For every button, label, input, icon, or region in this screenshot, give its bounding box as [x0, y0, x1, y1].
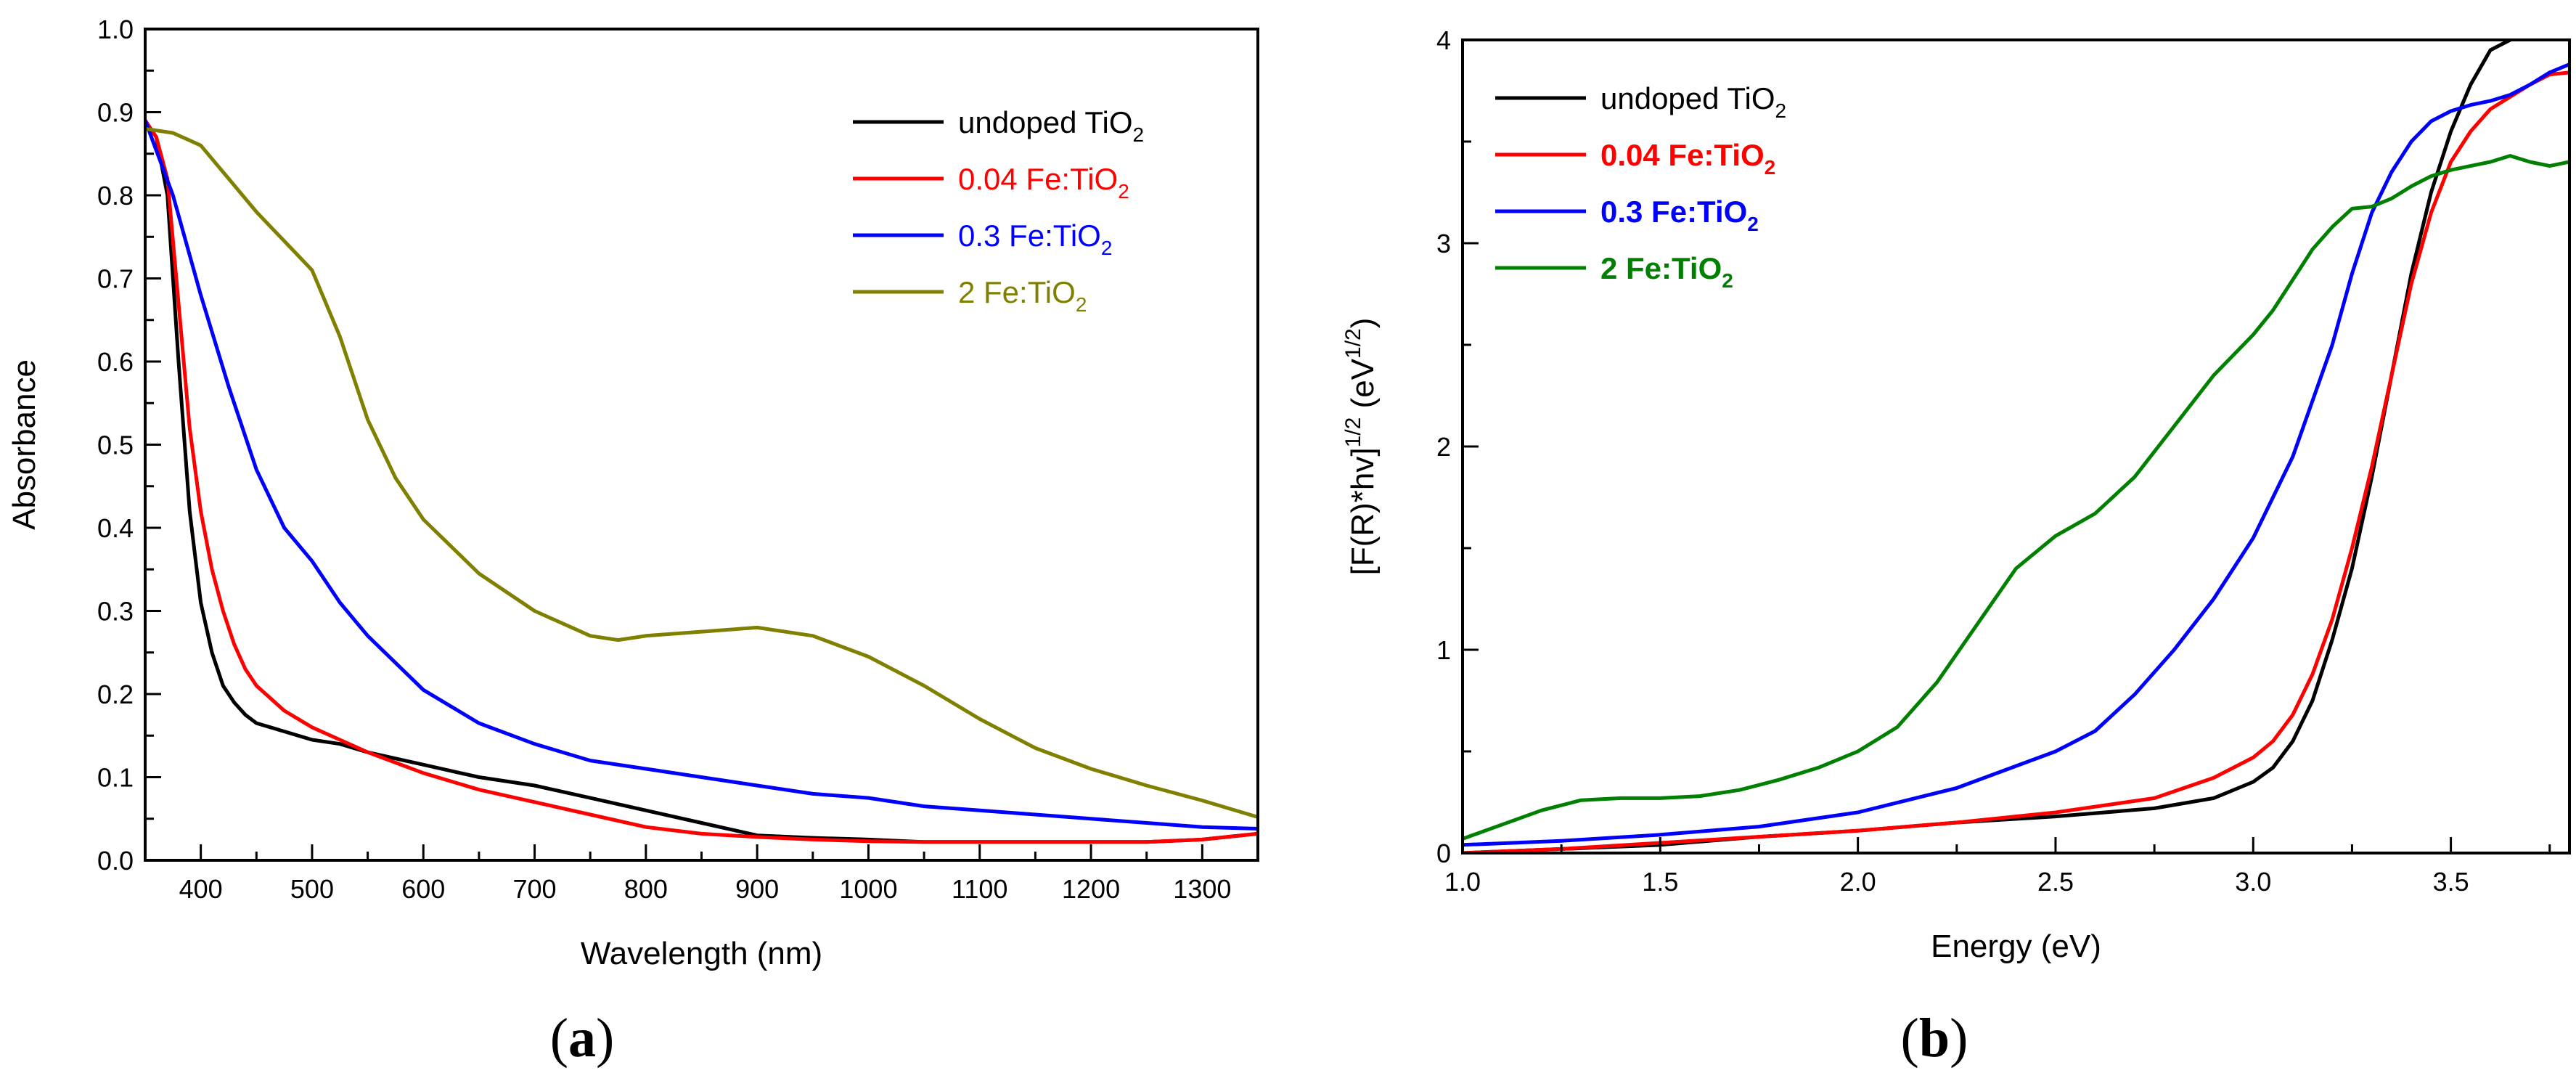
series-line-a-2 [145, 118, 1258, 831]
legend-label-a-3: 2 Fe:TiO2 [958, 275, 1087, 316]
y-tick-label-b: 4 [1436, 25, 1451, 55]
x-tick-label-b: 3.5 [2433, 867, 2469, 897]
y-tick-label-a: 0.0 [97, 846, 134, 876]
x-tick-label-a: 400 [179, 874, 223, 904]
x-tick-label-a: 800 [624, 874, 668, 904]
x-tick-label-b: 3.0 [2235, 867, 2271, 897]
x-tick-label-a: 1100 [952, 874, 1007, 904]
y-tick-label-a: 1.0 [97, 15, 134, 44]
series-line-b-3 [1463, 154, 2569, 841]
series-group-a [145, 118, 1258, 844]
series-group-b [1463, 40, 2569, 853]
panel-a-chart: 400 500 600 700 800 900 1000 1100 1200 1300 0.0 0.1… [7, 15, 1259, 1069]
y-tick-label-a: 0.8 [97, 181, 134, 211]
y-tick-label-a: 0.3 [97, 597, 134, 627]
y-axis-title-a: Absorbance [7, 359, 42, 530]
legend-label-b-2: 0.3 Fe:TiO2 [1600, 195, 1759, 235]
x-axis-title-b: Energy (eV) [1931, 929, 2101, 964]
x-tick-label-a: 500 [290, 874, 334, 904]
panel-label-a: (a) [550, 1008, 615, 1069]
x-tick-label-a: 1000 [839, 874, 897, 904]
x-axis-title-a: Wavelength (nm) [581, 936, 822, 971]
series-line-a-3 [145, 126, 1258, 819]
panel-b-chart: 1.0 1.5 2.0 2.5 3.0 3.5 0 1 2 3 4 Energy (eV) [F(R)*… [1341, 25, 2571, 1069]
x-tick-label-a: 600 [401, 874, 445, 904]
x-tick-label-b: 1.5 [1642, 867, 1678, 897]
legend-label-b-3: 2 Fe:TiO2 [1600, 251, 1733, 292]
y-tick-label-b: 1 [1436, 635, 1451, 665]
series-line-a-1 [145, 118, 1258, 844]
y-tick-label-a: 0.2 [97, 680, 134, 709]
y-tick-label-b: 3 [1436, 229, 1451, 258]
y-tick-label-b: 2 [1436, 432, 1451, 462]
x-tick-label-a: 1200 [1062, 874, 1120, 904]
y-tick-label-a: 0.4 [97, 513, 134, 543]
plot-frame-a [144, 28, 1259, 862]
y-axis-title-b: [F(R)*hv]1/2 (eV1/2) [1341, 318, 1381, 576]
legend-label-a-1: 0.04 Fe:TiO2 [958, 162, 1129, 203]
y-tick-label-a: 0.5 [97, 431, 134, 460]
y-tick-label-b: 0 [1436, 839, 1451, 868]
x-tick-label-b: 2.5 [2037, 867, 2074, 897]
y-tick-label-a: 0.1 [97, 763, 134, 793]
legend-label-b-1: 0.04 Fe:TiO2 [1600, 138, 1775, 179]
y-tick-label-a: 0.9 [97, 98, 134, 128]
x-tick-label-b: 1.0 [1444, 867, 1481, 897]
legend-label-a-0: undoped TiO2 [958, 105, 1144, 146]
series-line-b-1 [1463, 70, 2569, 853]
x-tick-label-b: 2.0 [1840, 867, 1876, 897]
legend-b: undoped TiO2 0.04 Fe:TiO2 0.3 Fe:TiO2 2 Fe:… [1495, 81, 1786, 292]
y-tick-label-a: 0.6 [97, 347, 134, 377]
legend-label-b-0: undoped TiO2 [1600, 81, 1786, 122]
y-tick-label-a: 0.7 [97, 264, 134, 294]
x-tick-label-a: 1300 [1173, 874, 1231, 904]
legend-a: undoped TiO2 0.04 Fe:TiO2 0.3 Fe:TiO2 2 Fe:… [853, 105, 1144, 316]
legend-label-a-2: 0.3 Fe:TiO2 [958, 219, 1112, 259]
x-tick-label-a: 700 [513, 874, 557, 904]
panel-label-b: (b) [1901, 1008, 1968, 1069]
x-tick-label-a: 900 [735, 874, 779, 904]
series-line-b-2 [1463, 62, 2569, 847]
